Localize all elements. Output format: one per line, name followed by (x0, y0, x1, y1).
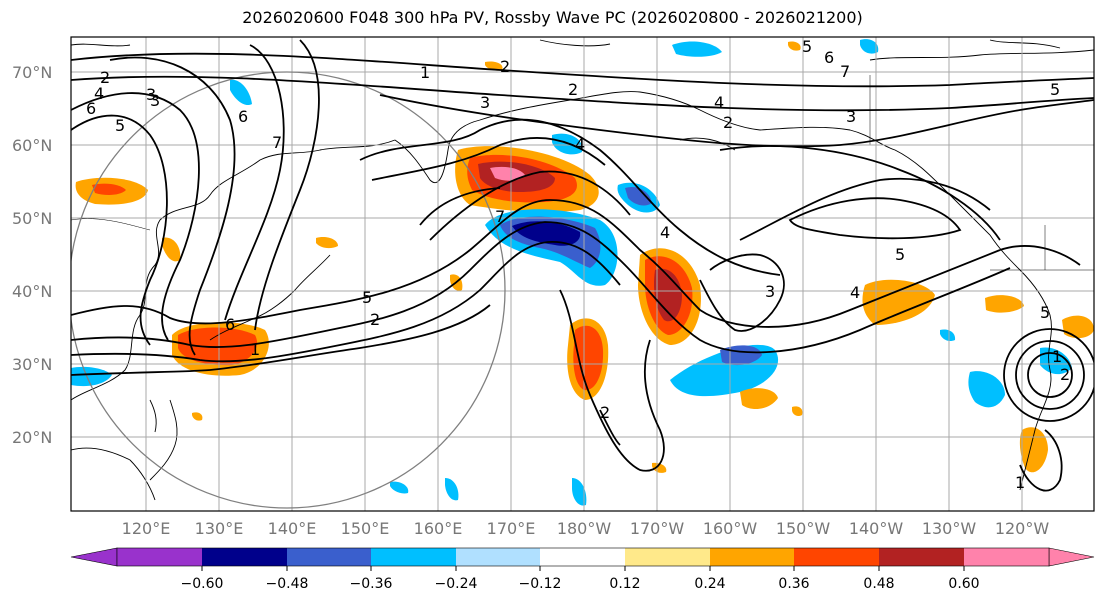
contour-label: 4 (714, 93, 724, 112)
colorbar-ticks (201, 566, 965, 571)
lon-label: 120°W (995, 519, 1050, 538)
plot-title: 2026020600 F048 300 hPa PV, Rossby Wave … (242, 8, 863, 27)
lon-label: 170°W (630, 519, 685, 538)
contour-label: 2 (500, 57, 510, 76)
contour-label: 2 (600, 403, 610, 422)
colorbar-segment (794, 548, 879, 566)
lon-label: 160°W (703, 519, 758, 538)
longitude-labels: 120°E 130°E 140°E 150°E 160°E 170°E 180°… (122, 519, 1050, 538)
contour-label: 4 (660, 223, 670, 242)
colorbar-tick-label: 0.12 (609, 576, 640, 592)
coastlines (71, 39, 1094, 501)
contour-label: 6 (225, 315, 235, 334)
colorbar-tick-label: −0.24 (435, 576, 478, 592)
contour-label: 1 (1052, 347, 1062, 366)
contour-label: 4 (850, 283, 860, 302)
contour-label: 5 (1040, 303, 1050, 322)
colorbar-tick-label: −0.12 (519, 576, 562, 592)
lon-label: 180°W (557, 519, 612, 538)
colorbar-max-extension (1048, 547, 1095, 567)
contour-label: 3 (480, 93, 490, 112)
lon-label: 140°W (849, 519, 904, 538)
contour-label: 3 (150, 91, 160, 110)
lon-label: 130°W (922, 519, 977, 538)
colorbar-segment (202, 548, 287, 566)
reference-circle (71, 71, 506, 509)
contour-label: 3 (765, 282, 775, 301)
pv-contours (71, 39, 1094, 492)
contour-label: 5 (362, 288, 372, 307)
colorbar-segment (964, 548, 1049, 566)
lat-label: 40°N (12, 282, 52, 301)
colorbar-tick-label: −0.60 (181, 576, 224, 592)
contour-label: 2 (568, 80, 578, 99)
colorbar-segment (117, 548, 202, 566)
colorbar-segment (625, 548, 710, 566)
colorbar-segment (371, 548, 456, 566)
colorbar-tick-label: −0.36 (350, 576, 393, 592)
contour-label: 3 (146, 85, 156, 104)
contour-label: 3 (846, 107, 856, 126)
contour-label: 2 (723, 113, 733, 132)
contour-label: 1 (1015, 473, 1025, 492)
latitude-labels: 70°N 60°N 50°N 40°N 30°N 20°N (12, 63, 52, 447)
contour-label: 5 (802, 37, 812, 56)
lat-label: 20°N (12, 428, 52, 447)
contour-label: 1 (250, 340, 260, 359)
colorbar-tick-label: 0.24 (694, 576, 725, 592)
lon-label: 120°E (122, 519, 171, 538)
contour-labels: 2 4 6 5 3 2 1 3 2 4 2 3 5 6 7 5 6 7 4 6 … (86, 37, 1070, 492)
lon-label: 140°E (268, 519, 317, 538)
gridlines (71, 37, 1094, 511)
contour-label: 2 (370, 310, 380, 329)
colorbar-segment (456, 548, 540, 566)
contour-label: 2 (100, 68, 110, 87)
lon-label: 170°E (487, 519, 536, 538)
contour-label: 1 (420, 63, 430, 82)
lat-label: 30°N (12, 355, 52, 374)
contour-label: 4 (575, 135, 585, 154)
contour-label: 4 (94, 84, 104, 103)
lat-label: 50°N (12, 209, 52, 228)
contour-label: 5 (1050, 80, 1060, 99)
colorbar-segment (879, 548, 964, 566)
contour-label: 7 (495, 207, 505, 226)
colorbar-segment (710, 548, 794, 566)
map-frame (70, 36, 1095, 512)
contour-label: 6 (86, 99, 96, 118)
colorbar-segment (540, 548, 625, 566)
colorbar-tick-label: 0.48 (863, 576, 894, 592)
colorbar-tick-label: 0.36 (778, 576, 809, 592)
contour-label: 7 (840, 62, 850, 81)
lat-label: 70°N (12, 63, 52, 82)
lon-label: 160°E (414, 519, 463, 538)
contour-label: 5 (115, 116, 125, 135)
colorbar: −0.60 −0.48 −0.36 −0.24 −0.12 0.12 0.24 … (70, 547, 1095, 592)
lat-label: 60°N (12, 136, 52, 155)
colorbar-min-extension (70, 547, 118, 567)
lon-label: 150°W (776, 519, 831, 538)
contour-label: 6 (824, 48, 834, 67)
lon-label: 130°E (195, 519, 244, 538)
colorbar-frame (116, 547, 1050, 567)
colorbar-tick-label: 0.60 (948, 576, 979, 592)
contour-label: 2 (1060, 365, 1070, 384)
contour-label: 5 (895, 245, 905, 264)
colorbar-segment (287, 548, 371, 566)
contour-label: 7 (272, 133, 282, 152)
lon-label: 150°E (341, 519, 390, 538)
contour-label: 6 (238, 107, 248, 126)
colorbar-tick-label: −0.48 (266, 576, 309, 592)
